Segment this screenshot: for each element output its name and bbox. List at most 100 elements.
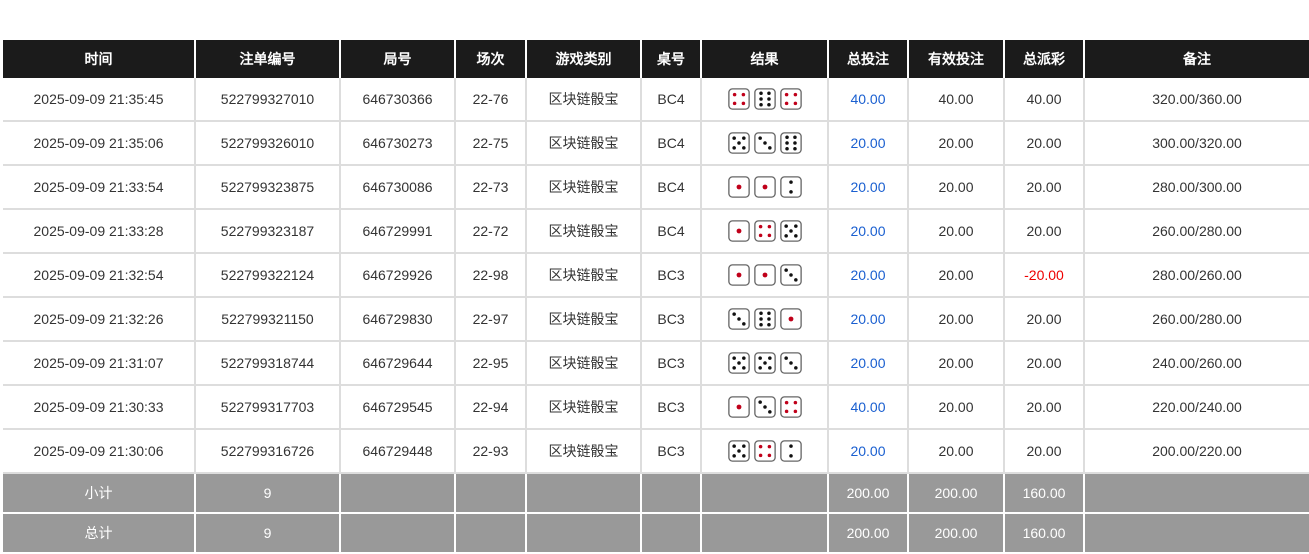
empty-cell xyxy=(1084,513,1309,554)
cell-game: 区块链骰宝 xyxy=(526,385,642,430)
cell-note: 300.00/320.00 xyxy=(1084,121,1309,166)
die-face-6-icon xyxy=(753,88,776,110)
cell-note: 260.00/280.00 xyxy=(1084,209,1309,254)
cell-round: 646730086 xyxy=(340,165,456,210)
table-row: 2025-09-09 21:32:54 522799322124 646729926… xyxy=(3,253,1309,298)
empty-cell xyxy=(526,513,642,554)
die-face-3-icon xyxy=(779,264,802,286)
column-header: 备注 xyxy=(1084,40,1309,78)
cell-result xyxy=(701,297,829,342)
column-header: 有效投注 xyxy=(908,40,1005,78)
cell-round: 646730366 xyxy=(340,78,456,122)
summary-total-bet: 200.00 xyxy=(828,513,909,554)
total-bet-link[interactable]: 20.00 xyxy=(828,165,909,210)
column-header: 注单编号 xyxy=(195,40,341,78)
cell-session: 22-97 xyxy=(455,297,527,342)
total-bet-link[interactable]: 20.00 xyxy=(828,253,909,298)
table-row: 2025-09-09 21:30:33 522799317703 646729545… xyxy=(3,385,1309,430)
cell-round: 646729926 xyxy=(340,253,456,298)
total-bet-link[interactable]: 20.00 xyxy=(828,209,909,254)
summary-payout: 160.00 xyxy=(1004,473,1085,514)
cell-result xyxy=(701,209,829,254)
cell-result xyxy=(701,253,829,298)
cell-valid-bet: 20.00 xyxy=(908,209,1005,254)
die-face-6-icon xyxy=(753,308,776,330)
cell-table: BC4 xyxy=(641,209,702,254)
cell-game: 区块链骰宝 xyxy=(526,253,642,298)
cell-valid-bet: 20.00 xyxy=(908,253,1005,298)
table-row: 2025-09-09 21:35:06 522799326010 646730273… xyxy=(3,121,1309,166)
total-bet-link[interactable]: 20.00 xyxy=(828,297,909,342)
empty-cell xyxy=(701,513,829,554)
empty-cell xyxy=(526,473,642,514)
cell-session: 22-95 xyxy=(455,341,527,386)
die-face-5-icon xyxy=(727,132,750,154)
cell-result xyxy=(701,385,829,430)
cell-result xyxy=(701,341,829,386)
cell-round: 646729830 xyxy=(340,297,456,342)
total-row: 总计 9 200.00 200.00 160.00 xyxy=(3,513,1309,554)
column-header: 游戏类别 xyxy=(526,40,642,78)
cell-valid-bet: 20.00 xyxy=(908,429,1005,474)
table-row: 2025-09-09 21:32:26 522799321150 646729830… xyxy=(3,297,1309,342)
cell-payout: 40.00 xyxy=(1004,78,1085,122)
cell-bet_id: 522799323187 xyxy=(195,209,341,254)
cell-payout: 20.00 xyxy=(1004,121,1085,166)
summary-count: 9 xyxy=(195,513,341,554)
bet-records-table: 时间 注单编号 局号 场次 游戏类别 桌号 结果 总投注 有效投注 总派彩 备注 2025-09-0… xyxy=(3,40,1309,554)
cell-bet_id: 522799327010 xyxy=(195,78,341,122)
cell-bet_id: 522799318744 xyxy=(195,341,341,386)
empty-cell xyxy=(1084,473,1309,514)
cell-note: 220.00/240.00 xyxy=(1084,385,1309,430)
cell-round: 646730273 xyxy=(340,121,456,166)
die-face-3-icon xyxy=(727,308,750,330)
total-bet-link[interactable]: 20.00 xyxy=(828,429,909,474)
die-face-1-icon xyxy=(779,308,802,330)
die-face-3-icon xyxy=(779,352,802,374)
total-bet-link[interactable]: 20.00 xyxy=(828,341,909,386)
cell-result xyxy=(701,429,829,474)
empty-cell xyxy=(340,513,456,554)
cell-note: 320.00/360.00 xyxy=(1084,78,1309,122)
cell-payout: 20.00 xyxy=(1004,297,1085,342)
table-row: 2025-09-09 21:31:07 522799318744 646729644… xyxy=(3,341,1309,386)
empty-cell xyxy=(455,473,527,514)
summary-label: 小计 xyxy=(3,473,196,514)
die-face-4-icon xyxy=(779,396,802,418)
total-bet-link[interactable]: 20.00 xyxy=(828,121,909,166)
subtotal-row: 小计 9 200.00 200.00 160.00 xyxy=(3,473,1309,514)
die-face-4-icon xyxy=(753,440,776,462)
cell-note: 240.00/260.00 xyxy=(1084,341,1309,386)
cell-table: BC3 xyxy=(641,385,702,430)
cell-round: 646729545 xyxy=(340,385,456,430)
cell-session: 22-94 xyxy=(455,385,527,430)
cell-note: 280.00/300.00 xyxy=(1084,165,1309,210)
cell-time: 2025-09-09 21:35:45 xyxy=(3,78,196,122)
die-face-5-icon xyxy=(727,440,750,462)
die-face-1-icon xyxy=(753,176,776,198)
total-bet-link[interactable]: 40.00 xyxy=(828,385,909,430)
die-face-1-icon xyxy=(727,264,750,286)
cell-payout: -20.00 xyxy=(1004,253,1085,298)
cell-time: 2025-09-09 21:35:06 xyxy=(3,121,196,166)
cell-game: 区块链骰宝 xyxy=(526,209,642,254)
cell-table: BC3 xyxy=(641,297,702,342)
cell-session: 22-75 xyxy=(455,121,527,166)
column-header: 桌号 xyxy=(641,40,702,78)
summary-payout: 160.00 xyxy=(1004,513,1085,554)
summary-total-bet: 200.00 xyxy=(828,473,909,514)
die-face-2-icon xyxy=(779,440,802,462)
die-face-3-icon xyxy=(753,396,776,418)
total-bet-link[interactable]: 40.00 xyxy=(828,78,909,122)
empty-cell xyxy=(701,473,829,514)
cell-bet_id: 522799316726 xyxy=(195,429,341,474)
cell-table: BC4 xyxy=(641,78,702,122)
cell-payout: 20.00 xyxy=(1004,429,1085,474)
cell-table: BC4 xyxy=(641,121,702,166)
summary-valid-bet: 200.00 xyxy=(908,473,1005,514)
die-face-6-icon xyxy=(779,132,802,154)
cell-bet_id: 522799321150 xyxy=(195,297,341,342)
cell-time: 2025-09-09 21:33:28 xyxy=(3,209,196,254)
cell-payout: 20.00 xyxy=(1004,165,1085,210)
cell-time: 2025-09-09 21:32:26 xyxy=(3,297,196,342)
